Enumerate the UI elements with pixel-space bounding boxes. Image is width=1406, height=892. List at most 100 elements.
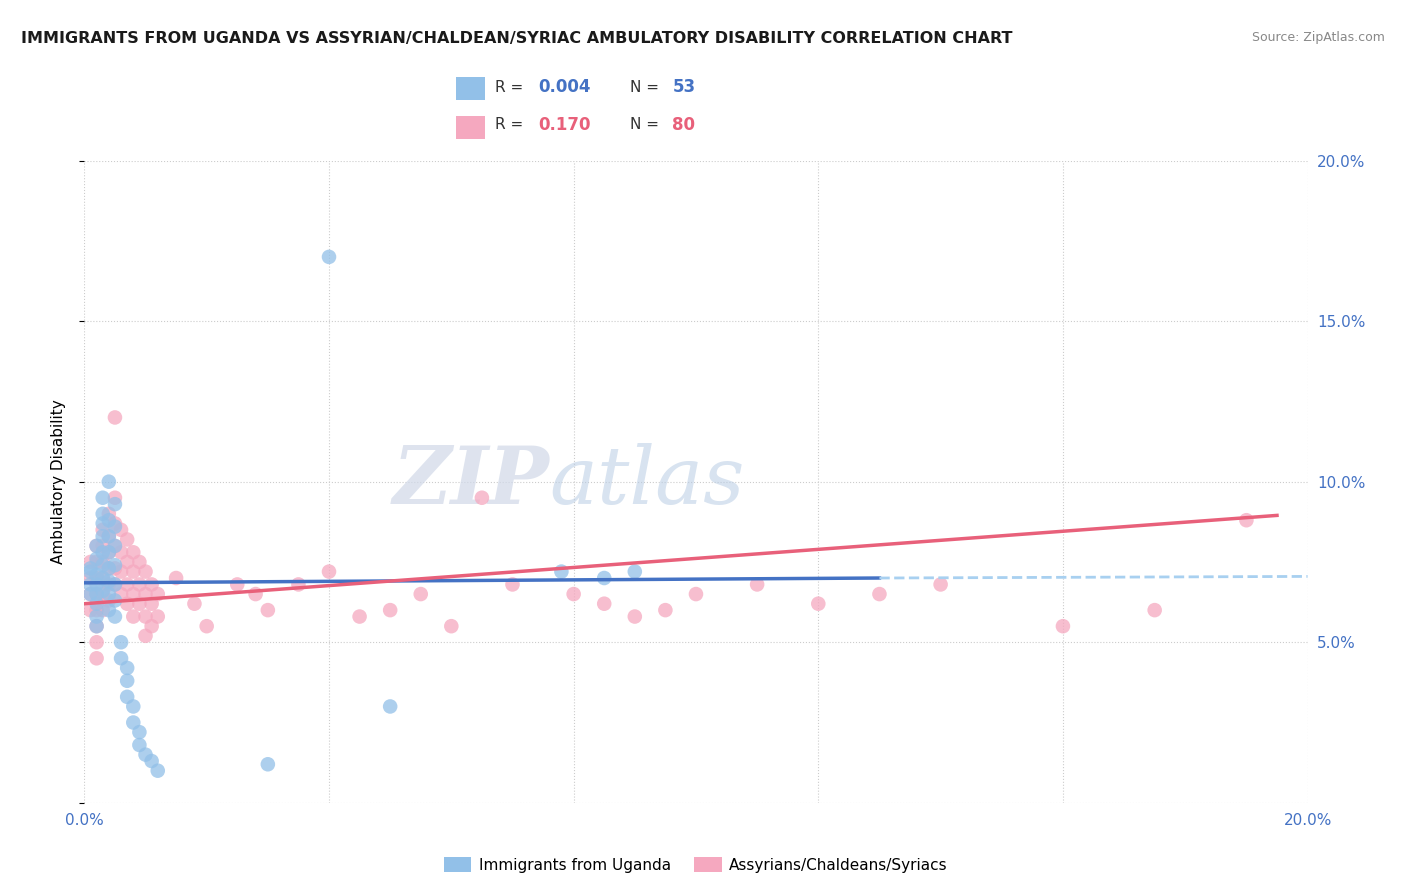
Point — [122, 545, 145, 559]
Point — [747, 577, 769, 591]
Y-axis label: Ambulatory Disability: Ambulatory Disability — [51, 400, 66, 564]
Point — [97, 545, 120, 559]
Point — [624, 565, 647, 579]
Point — [97, 574, 120, 589]
Point — [122, 587, 145, 601]
Point — [79, 587, 101, 601]
Point — [122, 699, 145, 714]
Point — [128, 577, 150, 591]
Point — [91, 571, 114, 585]
Point — [91, 558, 114, 573]
Point — [86, 635, 108, 649]
Point — [79, 555, 101, 569]
Point — [409, 587, 432, 601]
Point — [502, 577, 524, 591]
Point — [135, 609, 157, 624]
Point — [685, 587, 707, 601]
Point — [91, 507, 114, 521]
Point — [128, 597, 150, 611]
Point — [110, 523, 132, 537]
Text: 53: 53 — [672, 78, 696, 96]
Point — [91, 545, 114, 559]
Bar — [456, 116, 485, 139]
Point — [115, 690, 138, 704]
Text: R =: R = — [495, 117, 523, 132]
Point — [593, 571, 616, 585]
Point — [104, 497, 127, 511]
Point — [110, 545, 132, 559]
Point — [115, 533, 138, 547]
Point — [86, 539, 108, 553]
Point — [122, 565, 145, 579]
Point — [110, 587, 132, 601]
Point — [86, 619, 108, 633]
Text: IMMIGRANTS FROM UGANDA VS ASSYRIAN/CHALDEAN/SYRIAC AMBULATORY DISABILITY CORRELA: IMMIGRANTS FROM UGANDA VS ASSYRIAN/CHALD… — [21, 31, 1012, 46]
Point — [91, 571, 114, 585]
Point — [110, 635, 132, 649]
Text: R =: R = — [495, 80, 523, 95]
Point — [86, 539, 108, 553]
Point — [1236, 513, 1258, 527]
Point — [471, 491, 494, 505]
Point — [86, 619, 108, 633]
Point — [146, 764, 169, 778]
Point — [146, 587, 169, 601]
Point — [104, 593, 127, 607]
Point — [141, 577, 163, 591]
Text: atlas: atlas — [550, 443, 745, 520]
Point — [91, 583, 114, 598]
Point — [104, 577, 127, 591]
Point — [86, 587, 108, 601]
Point — [110, 651, 132, 665]
Point — [122, 715, 145, 730]
Point — [86, 609, 108, 624]
Point — [115, 673, 138, 688]
Point — [86, 597, 108, 611]
Point — [165, 571, 187, 585]
Point — [97, 507, 120, 521]
Point — [593, 597, 616, 611]
Point — [97, 561, 120, 575]
Point — [104, 561, 127, 575]
Point — [380, 699, 402, 714]
Point — [97, 593, 120, 607]
Text: 80: 80 — [672, 116, 696, 134]
Point — [245, 587, 267, 601]
Point — [257, 603, 280, 617]
Point — [135, 629, 157, 643]
Point — [86, 651, 108, 665]
Point — [97, 529, 120, 543]
Point — [97, 475, 120, 489]
Point — [380, 603, 402, 617]
Point — [183, 597, 205, 611]
Point — [86, 551, 108, 566]
Point — [86, 567, 108, 582]
Text: Source: ZipAtlas.com: Source: ZipAtlas.com — [1251, 31, 1385, 45]
Point — [141, 597, 163, 611]
Point — [135, 747, 157, 762]
Point — [97, 603, 120, 617]
Text: 0.170: 0.170 — [538, 116, 591, 134]
Point — [128, 738, 150, 752]
Point — [115, 577, 138, 591]
Point — [349, 609, 371, 624]
Point — [128, 725, 150, 739]
Point — [104, 410, 127, 425]
Point — [79, 561, 101, 575]
Point — [654, 603, 676, 617]
Point — [104, 609, 127, 624]
Point — [97, 513, 120, 527]
Point — [86, 587, 108, 601]
Point — [79, 571, 101, 585]
Point — [562, 587, 585, 601]
Point — [91, 539, 114, 553]
Point — [104, 577, 127, 591]
Point — [79, 565, 101, 579]
Point — [226, 577, 249, 591]
Point — [97, 561, 120, 575]
Point — [624, 609, 647, 624]
Point — [86, 577, 108, 591]
Point — [91, 491, 114, 505]
Point — [929, 577, 952, 591]
Point — [122, 609, 145, 624]
